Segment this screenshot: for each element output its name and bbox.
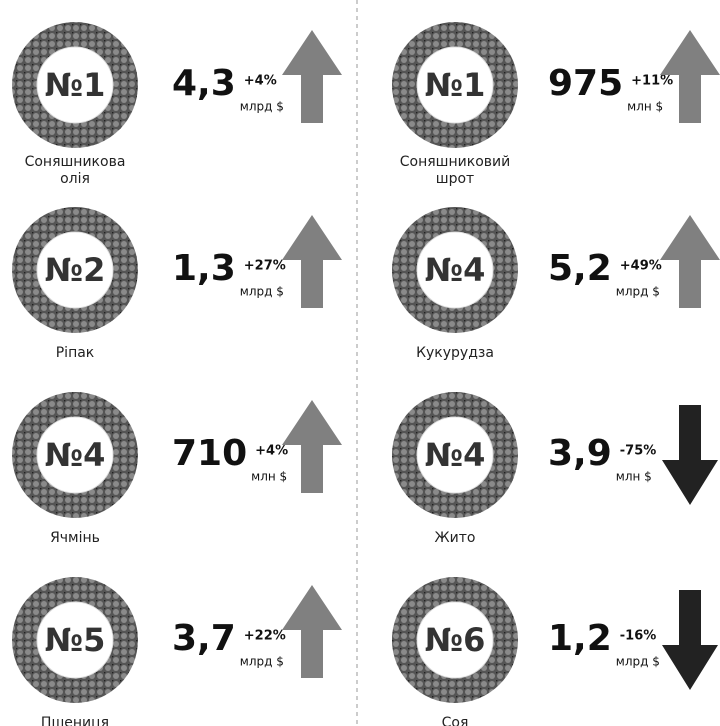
value: 1,2 — [548, 618, 612, 659]
rank: №4 — [425, 251, 486, 289]
arrow-up — [282, 400, 342, 493]
product-label: шрот — [436, 171, 474, 187]
change: +4% — [255, 444, 288, 459]
change: +27% — [244, 259, 286, 274]
product-label: Соняшникова — [25, 154, 126, 170]
unit: млрд $ — [240, 285, 284, 299]
change: +22% — [244, 629, 286, 644]
unit: млн $ — [251, 470, 287, 484]
value: 5,2 — [548, 248, 612, 289]
change: +4% — [244, 74, 277, 89]
product-label: Пшениця — [41, 715, 109, 726]
arrow-down — [662, 405, 718, 505]
product-label: Ріпак — [56, 345, 95, 361]
unit: млрд $ — [240, 655, 284, 669]
product-label: Соняшниковий — [400, 154, 510, 170]
arrow-down — [662, 590, 718, 690]
arrow-up — [660, 215, 720, 308]
unit: млрд $ — [616, 285, 660, 299]
product-label: Кукурудза — [416, 345, 494, 361]
rank: №4 — [425, 436, 486, 474]
rank: №6 — [425, 621, 486, 659]
unit: млн $ — [616, 470, 652, 484]
value: 710 — [172, 433, 247, 474]
value: 1,3 — [172, 248, 236, 289]
change: -16% — [620, 629, 657, 644]
product-label: Ячмінь — [50, 530, 100, 546]
rank: №1 — [45, 66, 106, 104]
infographic: №1 Соняшниковаолія 4,3 млрд $ +4% №2 Ріпак 1,3 м… — [0, 0, 720, 726]
value: 4,3 — [172, 63, 236, 104]
change: -75% — [620, 444, 657, 459]
arrow-up — [282, 585, 342, 678]
unit: млрд $ — [240, 100, 284, 114]
rank: №2 — [45, 251, 106, 289]
value: 975 — [548, 63, 623, 104]
rank: №5 — [45, 621, 106, 659]
value: 3,9 — [548, 433, 612, 474]
arrow-up — [282, 215, 342, 308]
arrow-up — [282, 30, 342, 123]
product-label: Соя — [442, 715, 469, 726]
change: +49% — [620, 259, 662, 274]
rank: №4 — [45, 436, 106, 474]
product-label: Жито — [435, 530, 476, 546]
unit: млн $ — [627, 100, 663, 114]
product-label: олія — [60, 171, 90, 187]
rank: №1 — [425, 66, 486, 104]
change: +11% — [631, 74, 673, 89]
unit: млрд $ — [616, 655, 660, 669]
value: 3,7 — [172, 618, 236, 659]
